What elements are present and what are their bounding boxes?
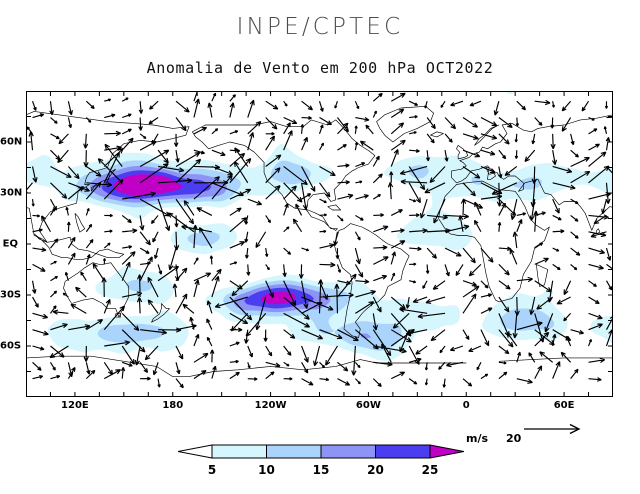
coastline — [451, 114, 613, 231]
contour-band-25 — [113, 174, 297, 305]
x-axis-tick-label: 180 — [162, 400, 184, 411]
colorbar-swatch — [211, 444, 267, 459]
x-axis-tick-label: 60E — [553, 400, 575, 411]
reference-vector-magnitude: 20 — [506, 432, 522, 445]
y-axis-tick-label: 30N — [0, 187, 23, 199]
colorbar-swatch — [375, 444, 431, 459]
reference-vector: m/s 20 — [466, 423, 586, 449]
wind-vector-layer — [26, 91, 613, 389]
coastline — [327, 204, 342, 211]
coastline — [596, 228, 601, 235]
x-axis-tick-label: 120E — [61, 400, 89, 411]
y-axis-tick-label: EQ — [2, 238, 18, 250]
coastline — [33, 233, 125, 260]
coastline — [26, 111, 190, 243]
x-axis-tick-label: 0 — [462, 400, 470, 411]
colorbar-tick-label: 5 — [207, 463, 217, 477]
coastline — [456, 145, 469, 160]
colorbar-cap-low — [178, 444, 213, 459]
reference-arrow-icon — [524, 423, 581, 435]
reference-vector-units: m/s — [466, 432, 489, 445]
y-axis-tick-label: 30S — [0, 289, 22, 301]
chart-subtitle: Anomalia de Vento em 200 hPa OCT2022 — [146, 59, 494, 77]
x-axis-tick-label: 120W — [254, 400, 287, 411]
coastline — [192, 119, 376, 231]
coastline — [26, 355, 467, 377]
wind-anomaly-map — [26, 91, 613, 397]
coastline — [430, 131, 444, 138]
x-axis-tick-label: 60W — [355, 400, 381, 411]
colorbar-swatch — [266, 444, 322, 459]
y-axis-tick-label: 60N — [0, 136, 23, 148]
coastline — [333, 223, 410, 338]
wind-vectors — [26, 91, 613, 389]
colorbar-tick-label: 10 — [258, 463, 275, 477]
y-axis-tick-label: 60S — [0, 340, 22, 352]
colorbar-tick-label: 25 — [421, 463, 439, 477]
institution-title: INPE/CPTEC — [236, 14, 404, 40]
colorbar-tick-label: 15 — [312, 463, 330, 477]
colorbar-cap-high — [429, 444, 464, 459]
coastline — [63, 262, 130, 318]
colorbar-tick-label: 20 — [367, 463, 384, 477]
colorbar — [178, 444, 464, 459]
contour-fill-layer — [26, 91, 613, 397]
coastline — [151, 303, 170, 323]
colorbar-swatch — [320, 444, 376, 459]
axis-ticks — [26, 91, 613, 397]
coastline — [498, 357, 613, 362]
coastline — [74, 213, 86, 233]
map-plot-area — [26, 91, 613, 397]
coastline — [376, 105, 434, 143]
coastline — [474, 124, 500, 146]
